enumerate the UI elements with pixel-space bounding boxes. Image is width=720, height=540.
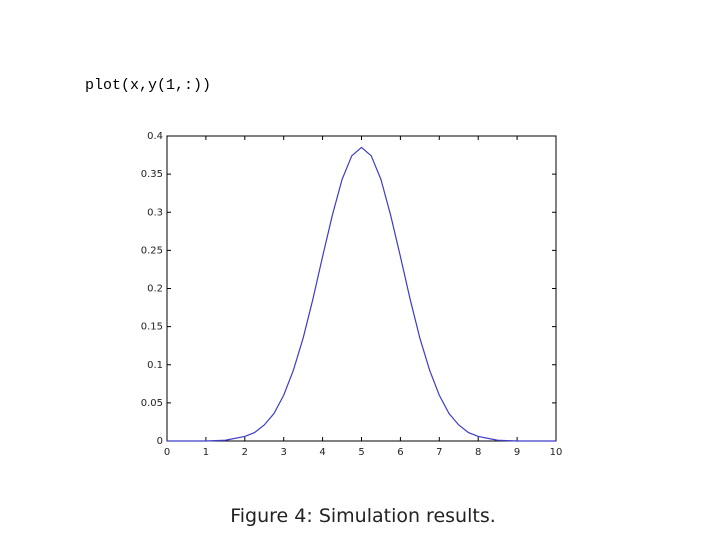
x-tick-label: 0: [164, 447, 170, 458]
x-tick-label: 5: [358, 447, 364, 458]
x-tick-label: 8: [475, 447, 481, 458]
y-tick-label: 0.25: [141, 245, 163, 256]
y-tick-label: 0.4: [147, 131, 163, 142]
code-line: plot(x,y(1,:)): [85, 77, 211, 94]
y-tick-label: 0.15: [141, 322, 163, 333]
plot-box: [166, 135, 557, 442]
x-tick-label: 3: [281, 447, 287, 458]
x-tick-label: 6: [397, 447, 403, 458]
x-tick-label: 10: [550, 447, 563, 458]
x-tick-label: 7: [436, 447, 442, 458]
x-tick-label: 2: [242, 447, 248, 458]
x-tick-label: 4: [319, 447, 325, 458]
data-line: [167, 146, 556, 442]
y-tick-label: 0: [157, 436, 163, 447]
y-tick-label: 0.3: [147, 207, 163, 218]
caption: Figure 4: Simulation results.: [230, 505, 496, 527]
y-tick-label: 0.05: [141, 398, 163, 409]
y-tick-label: 0.1: [147, 360, 163, 371]
y-tick-label: 0.2: [147, 284, 163, 295]
x-tick-label: 1: [203, 447, 209, 458]
x-tick-label: 9: [514, 447, 520, 458]
y-tick-label: 0.35: [141, 169, 163, 180]
